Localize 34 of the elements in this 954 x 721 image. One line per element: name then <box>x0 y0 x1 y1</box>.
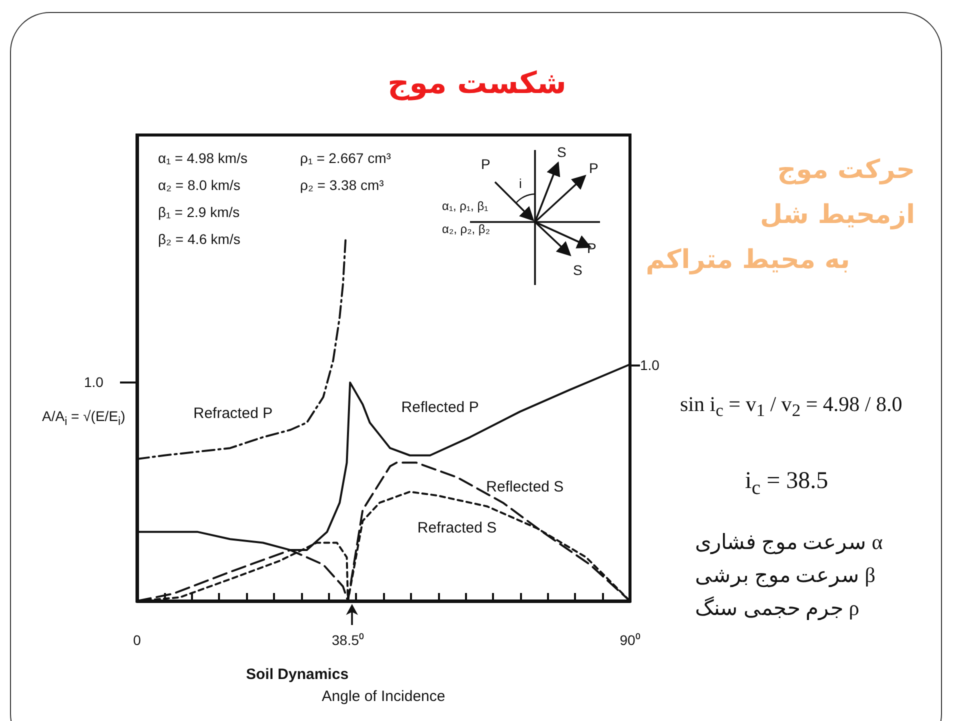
text: ازمحیط شل <box>759 200 915 230</box>
text: ρ جرم حجمی سنگ <box>695 596 860 621</box>
text: 1.0 <box>640 357 660 373</box>
text: α₂ = 8.0 km/s <box>158 177 240 193</box>
text: β سرعت موج برشی <box>695 563 876 588</box>
text: S <box>557 144 566 160</box>
text: α₁, ρ₁, β₁ <box>442 199 488 213</box>
text: α سرعت موج فشاری <box>695 530 883 555</box>
text: به محیط متراکم <box>646 245 850 275</box>
x-tick-label: 38.5⁰ <box>332 632 364 648</box>
series-label: Reflected S <box>486 478 564 496</box>
text: 1.0 <box>84 374 104 390</box>
text: P <box>481 156 490 172</box>
x-axis-title: Angle of Incidence <box>322 688 446 705</box>
series-label: Refracted P <box>193 405 273 422</box>
text: i$_{c}$ = 38.5 <box>745 468 828 500</box>
text: sin i$_{c}$ = v$_{1}$ / v$_{2}$ = 4.98 / 8.0 <box>680 392 902 422</box>
text: ρ₁ = 2.667 cm³ <box>300 150 391 166</box>
annotation: β₂ = 4.6 km/s <box>158 231 240 247</box>
chart-title: شکست موج <box>386 66 568 101</box>
x-tick-label: 90⁰ <box>620 632 640 648</box>
series-label: Reflected P <box>401 399 479 416</box>
text: حرکت موج <box>776 155 915 185</box>
series-label: Refracted S <box>417 519 497 536</box>
annotation: S <box>573 262 582 278</box>
text: P <box>589 160 598 176</box>
x-tick-label: 0 <box>133 632 142 648</box>
text: α₁ = 4.98 km/s <box>158 150 248 166</box>
text: ρ₂ = 3.38 cm³ <box>300 177 384 193</box>
text: Soil Dynamics <box>246 666 349 683</box>
text: i <box>519 176 522 191</box>
y-axis-title: A/A$_{i}$ = √(E/E$_{i}$) <box>42 408 126 428</box>
text: β₁ = 2.9 km/s <box>158 204 240 220</box>
text: α₂, ρ₂, β₂ <box>442 222 490 236</box>
